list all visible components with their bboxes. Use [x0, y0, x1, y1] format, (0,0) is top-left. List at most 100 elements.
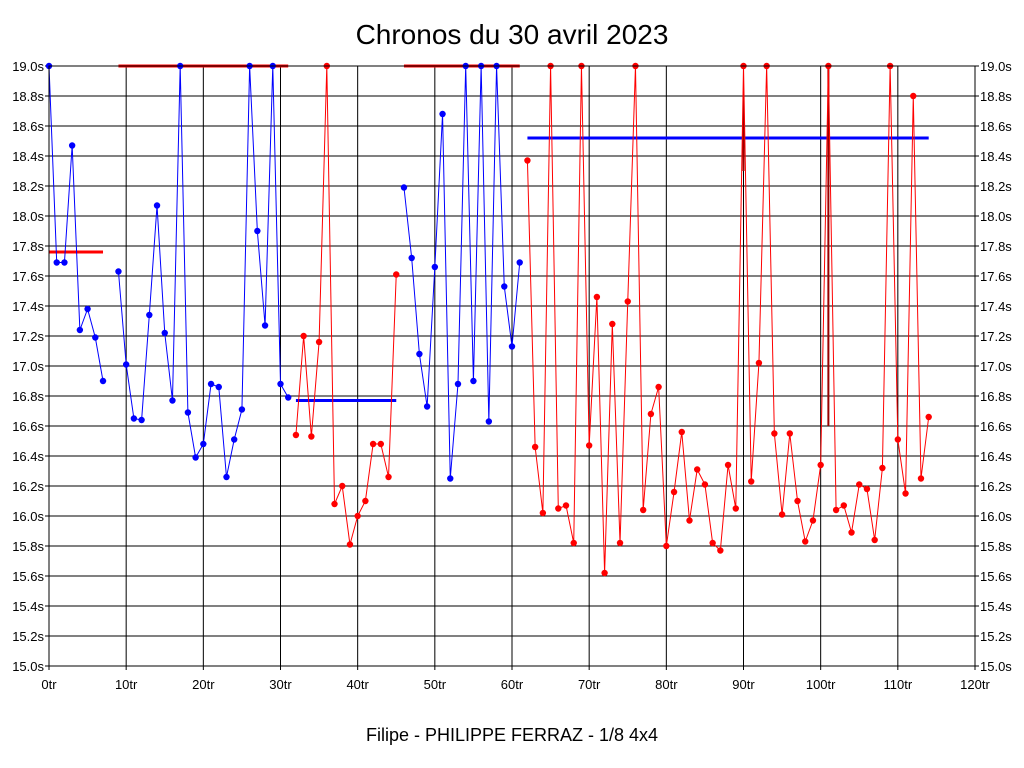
- y-tick-label-right: 16.8s: [980, 389, 1012, 404]
- data-point: [686, 517, 693, 524]
- data-point: [917, 475, 925, 482]
- y-tick-label-right: 15.6s: [980, 569, 1012, 584]
- x-tick-label: 50tr: [424, 677, 447, 692]
- data-point: [778, 511, 786, 518]
- x-tick-label: 110tr: [883, 677, 912, 692]
- data-point: [470, 377, 477, 385]
- data-point: [439, 110, 446, 118]
- y-tick-label-right: 15.8s: [980, 539, 1012, 554]
- data-point: [315, 338, 323, 346]
- data-point: [122, 361, 130, 368]
- data-point: [192, 454, 199, 461]
- y-tick-label-right: 17.6s: [980, 269, 1012, 284]
- data-point: [647, 410, 655, 418]
- y-tick-label-left: 17.8s: [12, 239, 44, 254]
- y-tick-label-right: 16.6s: [980, 419, 1012, 434]
- x-tick-label: 20tr: [192, 677, 215, 692]
- data-point: [200, 440, 207, 448]
- y-tick-label-right: 17.2s: [980, 329, 1012, 344]
- data-point: [400, 184, 408, 191]
- data-point: [531, 443, 539, 451]
- x-tick-label: 0tr: [41, 677, 57, 692]
- data-point: [215, 383, 222, 391]
- y-tick-label-left: 19.0s: [12, 59, 44, 74]
- y-tick-label-right: 17.4s: [980, 299, 1012, 314]
- data-point: [130, 415, 138, 422]
- data-point: [231, 436, 238, 443]
- data-point: [223, 473, 230, 481]
- y-tick-label-left: 16.0s: [12, 509, 44, 524]
- data-point: [701, 481, 709, 488]
- data-point: [447, 475, 454, 482]
- data-point: [539, 509, 547, 517]
- data-point: [817, 461, 824, 469]
- data-point: [254, 227, 261, 235]
- data-point: [894, 436, 902, 443]
- data-point: [377, 440, 385, 448]
- y-tick-label-left: 18.8s: [12, 89, 44, 104]
- data-point: [624, 298, 631, 305]
- data-point: [856, 481, 863, 488]
- y-tick-label-right: 15.2s: [980, 629, 1012, 644]
- y-tick-label-right: 18.2s: [980, 179, 1012, 194]
- data-point: [802, 538, 809, 545]
- y-tick-label-right: 15.0s: [980, 659, 1012, 674]
- data-point: [416, 350, 423, 358]
- data-point: [362, 497, 369, 505]
- y-tick-label-right: 18.0s: [980, 209, 1012, 224]
- data-point: [454, 380, 462, 388]
- y-tick-label-left: 17.2s: [12, 329, 44, 344]
- data-point: [809, 517, 817, 524]
- data-point: [292, 431, 300, 439]
- chart-title: Chronos du 30 avril 2023: [356, 19, 669, 50]
- y-tick-label-right: 18.8s: [980, 89, 1012, 104]
- series-line: [295, 65, 397, 545]
- data-point: [717, 547, 724, 554]
- data-point: [832, 506, 840, 514]
- data-point: [207, 380, 215, 388]
- data-point: [694, 466, 701, 473]
- data-point: [99, 377, 107, 385]
- data-point: [369, 440, 377, 448]
- y-tick-label-left: 17.4s: [12, 299, 44, 314]
- data-point: [732, 505, 739, 512]
- data-point: [910, 92, 917, 100]
- y-tick-label-right: 16.2s: [980, 479, 1012, 494]
- y-tick-label-right: 15.4s: [980, 599, 1012, 614]
- data-point: [84, 305, 91, 313]
- data-point: [655, 383, 662, 391]
- data-point: [555, 505, 562, 512]
- data-point: [524, 157, 531, 164]
- data-point: [709, 539, 716, 547]
- x-tick-label: 10tr: [115, 677, 138, 692]
- y-tick-label-right: 17.0s: [980, 359, 1012, 374]
- data-point: [408, 254, 415, 262]
- data-point: [53, 259, 60, 266]
- data-point: [115, 268, 122, 275]
- y-tick-label-left: 15.2s: [12, 629, 44, 644]
- data-point: [431, 263, 439, 271]
- x-tick-label: 40tr: [346, 677, 369, 692]
- data-point: [748, 478, 755, 485]
- data-point: [516, 259, 523, 266]
- data-point: [848, 529, 855, 536]
- data-point: [670, 488, 678, 496]
- data-point: [755, 359, 763, 367]
- data-point: [639, 506, 647, 514]
- y-tick-label-right: 18.6s: [980, 119, 1012, 134]
- series-group: [45, 62, 932, 577]
- data-point: [771, 430, 778, 437]
- data-point: [902, 490, 909, 497]
- data-point: [153, 202, 161, 209]
- data-point: [238, 406, 246, 413]
- data-point: [138, 416, 145, 424]
- x-tick-label: 60tr: [501, 677, 524, 692]
- data-point: [346, 541, 354, 548]
- data-point: [485, 418, 493, 425]
- data-point: [300, 332, 307, 340]
- series-line: [526, 65, 930, 574]
- y-tick-label-left: 18.6s: [12, 119, 44, 134]
- data-point: [285, 394, 292, 401]
- y-tick-label-left: 18.2s: [12, 179, 44, 194]
